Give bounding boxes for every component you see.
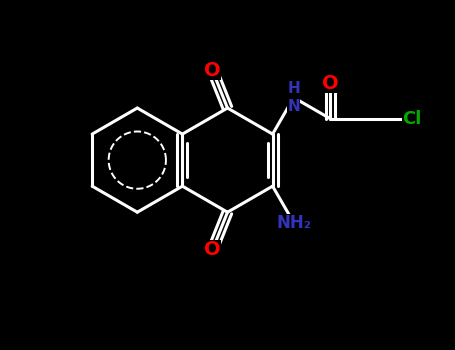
Text: O: O [204,61,221,80]
Text: Cl: Cl [402,110,422,128]
Text: O: O [204,240,221,259]
Text: O: O [322,75,339,93]
Text: H
N: H N [287,81,300,114]
Text: NH₂: NH₂ [276,214,311,232]
